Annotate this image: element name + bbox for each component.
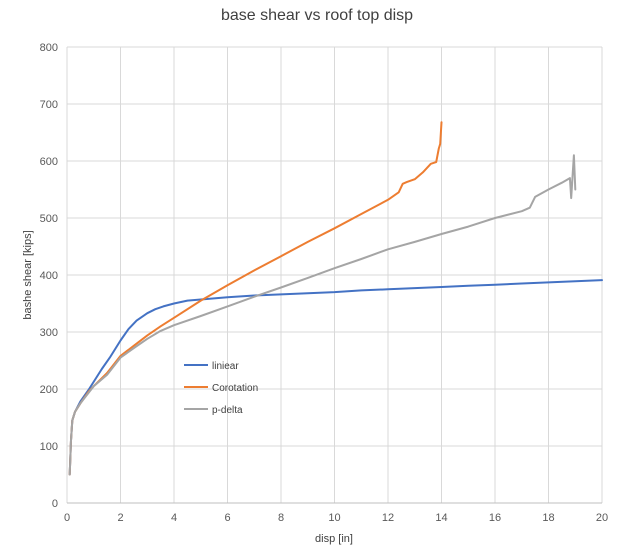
series-line-liniear xyxy=(68,279,603,476)
y-tick-label: 800 xyxy=(40,42,58,54)
legend-label: p-delta xyxy=(212,405,243,416)
y-tick-label: 100 xyxy=(40,441,58,453)
gridlines xyxy=(66,46,603,504)
x-tick-label: 10 xyxy=(328,512,340,524)
y-tick-label: 300 xyxy=(40,327,58,339)
x-tick-label: 18 xyxy=(542,512,554,524)
x-tick-labels: 0 2 4 6 8 10 12 14 16 18 20 xyxy=(64,512,608,524)
legend-label: liniear xyxy=(212,361,239,372)
y-tick-label: 500 xyxy=(40,213,58,225)
y-tick-label: 700 xyxy=(40,99,58,111)
x-axis-label: disp [in] xyxy=(315,533,353,545)
series-lines xyxy=(68,121,603,476)
y-tick-label: 400 xyxy=(40,270,58,282)
y-tick-label: 200 xyxy=(40,384,58,396)
y-tick-label: 0 xyxy=(52,498,58,510)
y-tick-labels: 0 100 200 300 400 500 600 700 800 xyxy=(40,42,58,510)
x-tick-label: 4 xyxy=(171,512,177,524)
y-axis-label: bashe shear [kips] xyxy=(22,230,34,319)
legend: liniear Corotation p-delta xyxy=(184,361,258,416)
x-tick-label: 0 xyxy=(64,512,70,524)
x-tick-label: 2 xyxy=(117,512,123,524)
x-tick-label: 6 xyxy=(224,512,230,524)
x-tick-label: 16 xyxy=(489,512,501,524)
x-tick-label: 14 xyxy=(435,512,447,524)
x-tick-label: 8 xyxy=(278,512,284,524)
series-line-p-delta xyxy=(68,154,577,476)
x-tick-label: 12 xyxy=(382,512,394,524)
legend-label: Corotation xyxy=(212,383,258,394)
y-tick-label: 600 xyxy=(40,156,58,168)
chart-title: base shear vs roof top disp xyxy=(221,7,413,24)
x-tick-label: 20 xyxy=(596,512,608,524)
